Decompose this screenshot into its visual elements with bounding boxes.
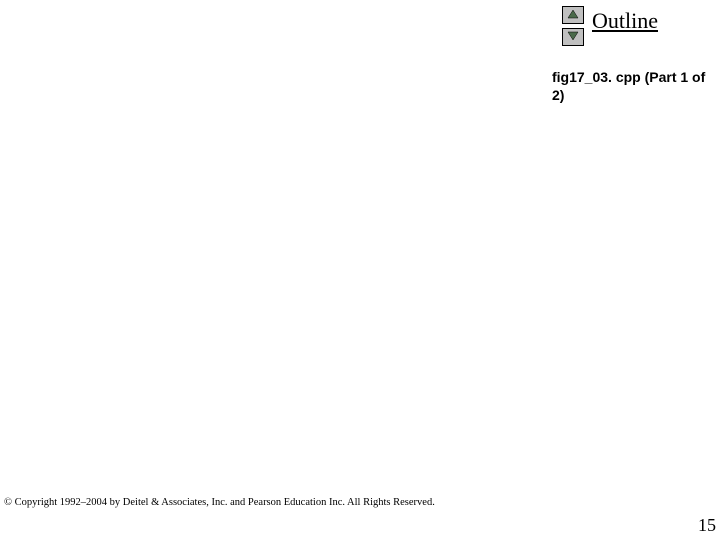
up-arrow-icon xyxy=(567,6,579,24)
outline-heading: Outline xyxy=(592,8,658,34)
nav-up-button[interactable] xyxy=(562,6,584,24)
nav-down-button[interactable] xyxy=(562,28,584,46)
file-subtitle: fig17_03. cpp (Part 1 of 2) xyxy=(552,68,717,104)
copyright-text: © Copyright 1992–2004 by Deitel & Associ… xyxy=(4,497,435,508)
nav-buttons-group xyxy=(562,6,584,46)
page-number: 15 xyxy=(698,515,716,536)
down-arrow-icon xyxy=(567,28,579,46)
